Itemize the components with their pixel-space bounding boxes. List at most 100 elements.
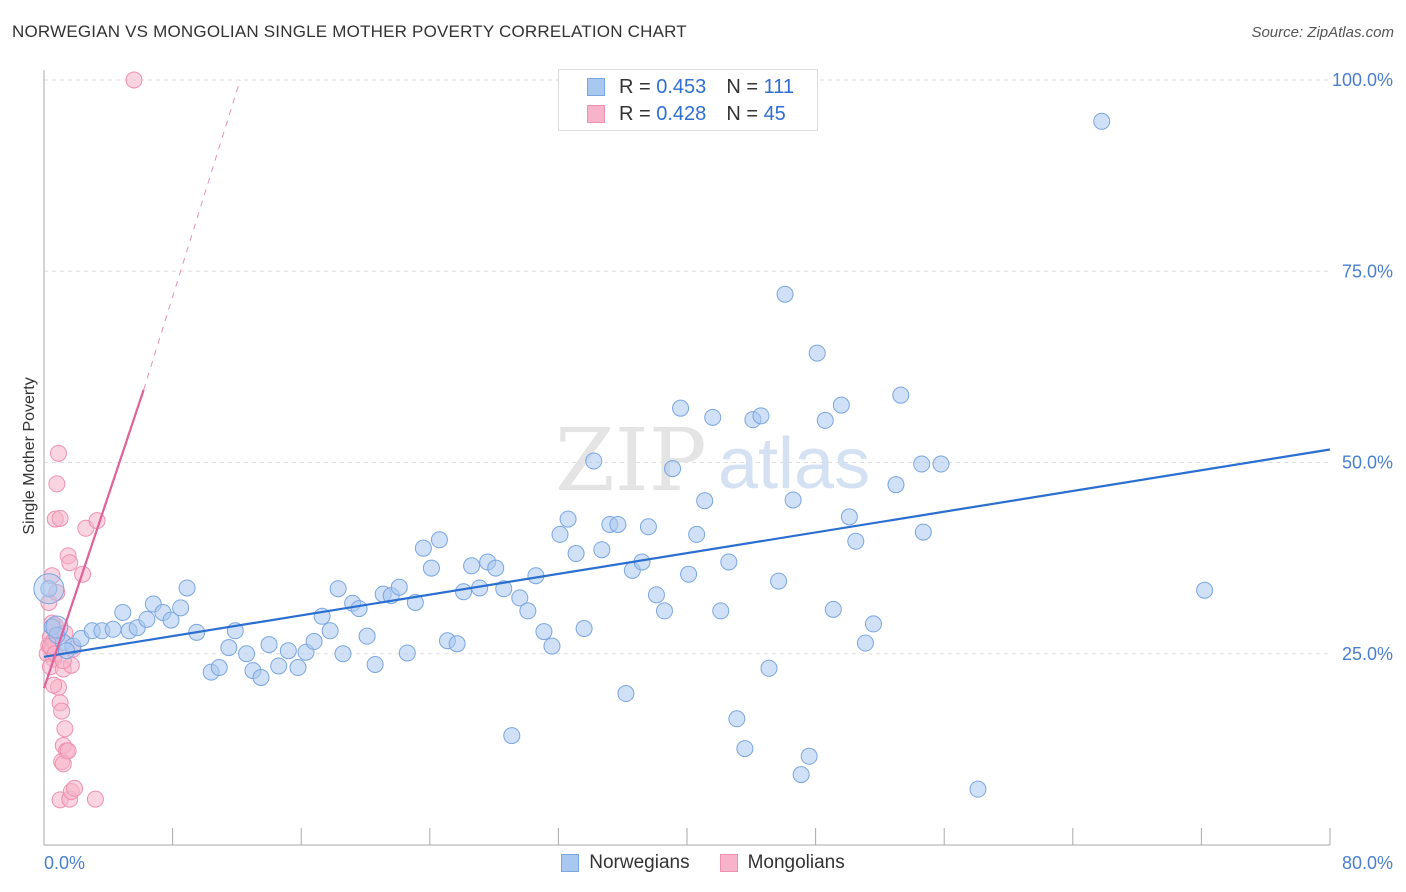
n-label: N = (726, 75, 758, 98)
x-tick-label: 80.0% (1342, 853, 1393, 873)
norwegians-point (932, 455, 950, 473)
norwegians-points (33, 112, 1214, 798)
norwegians-point (495, 580, 513, 598)
norwegians-point (655, 602, 673, 620)
norwegians-point (58, 642, 76, 660)
watermark-atlas: atlas (718, 424, 870, 504)
norwegians-point (559, 510, 577, 528)
norwegians-point (138, 610, 156, 628)
norwegians-point (567, 545, 585, 563)
norwegians-point (366, 655, 384, 673)
watermark-zip: ZIP (555, 411, 707, 511)
legend-item-mongolians[interactable]: Mongolians (719, 852, 845, 874)
norwegians-point (856, 634, 874, 652)
norwegians-point (260, 636, 278, 654)
norwegians-point (503, 727, 521, 745)
norwegians-point (832, 396, 850, 414)
n-value: 111 (763, 75, 794, 98)
norwegians-point (664, 460, 682, 478)
mongolians-point (56, 720, 74, 738)
norwegians-point (887, 476, 905, 494)
norwegians-point (279, 642, 297, 660)
norwegians-point (210, 659, 228, 677)
norwegians-point (892, 386, 910, 404)
legend-row-mongolians: R = 0.428 N = 45 (587, 102, 786, 126)
norwegians-point (289, 659, 307, 677)
legend-item-norwegians[interactable]: Norwegians (561, 852, 690, 874)
chart-title: NORWEGIAN VS MONGOLIAN SINGLE MOTHER POV… (12, 22, 687, 41)
norwegians-point (712, 602, 730, 620)
norwegians-point (800, 747, 818, 765)
norwegians-point (422, 559, 440, 577)
norwegians-point (305, 633, 323, 651)
watermark: ZIP atlas (555, 411, 870, 511)
norwegians-point (178, 579, 196, 597)
norwegians-point (575, 620, 593, 638)
norwegians-point (220, 639, 238, 657)
norwegians-point (519, 602, 537, 620)
norwegians-point (770, 572, 788, 590)
norwegians-swatch (587, 78, 605, 96)
y-tick-label: 50.0% (1342, 453, 1393, 473)
norwegians-point (609, 515, 627, 533)
norwegians-point (430, 531, 448, 549)
norwegians-point (358, 627, 376, 645)
norwegians-trendline (43, 448, 1331, 658)
norwegians-point (1093, 112, 1111, 130)
norwegians-point (551, 525, 569, 543)
norwegians-point (696, 492, 714, 510)
mongolians-swatch (719, 854, 738, 872)
norwegians-point (647, 586, 665, 604)
mongolians-point (48, 475, 66, 493)
tick-labels: 25.0% 50.0% 75.0% 100.0% 0.0% 80.0% (44, 70, 1393, 873)
mongolians-point (61, 554, 79, 572)
norwegians-point (398, 644, 416, 662)
norwegians-point (329, 580, 347, 598)
norwegians-point (390, 578, 408, 596)
norwegians-point (334, 645, 352, 663)
norwegians-point (535, 623, 553, 641)
norwegians-point (816, 411, 834, 429)
source-label: Source: ZipAtlas.com (1251, 24, 1394, 41)
n-label: N = (726, 102, 758, 125)
norwegians-point (639, 518, 657, 536)
mongolians-swatch (587, 105, 605, 123)
norwegians-point (728, 710, 746, 728)
r-label: R = (619, 75, 651, 98)
norwegians-point (784, 491, 802, 509)
mongolians-point (53, 702, 71, 720)
x-tick-label: 0.0% (44, 853, 85, 873)
norwegians-point (252, 668, 270, 686)
norwegians-point (688, 525, 706, 543)
norwegians-point (792, 766, 810, 784)
norwegians-point (321, 622, 339, 640)
norwegians-point (414, 539, 432, 557)
norwegians-point (840, 508, 858, 526)
norwegians-point (448, 635, 466, 653)
norwegians-point (33, 573, 65, 605)
legend-label-mongolians: Mongolians (747, 852, 845, 873)
norwegians-point (914, 523, 932, 541)
norwegians-point (593, 541, 611, 559)
norwegians-point (270, 657, 288, 675)
norwegians-point (463, 557, 481, 575)
mongolians-trendline (42, 389, 145, 689)
legend-row-norwegians: R = 0.453 N = 111 (587, 75, 794, 99)
norwegians-point (824, 600, 842, 618)
norwegians-point (808, 344, 826, 362)
r-value: 0.453 (656, 75, 707, 98)
y-tick-label: 75.0% (1342, 261, 1393, 281)
norwegians-point (752, 407, 770, 425)
norwegians-point (969, 780, 987, 798)
n-value: 45 (763, 102, 786, 125)
norwegians-point (114, 603, 132, 621)
mongolians-point (86, 790, 104, 808)
norwegians-point (617, 685, 635, 703)
y-axis-label: Single Mother Poverty (21, 377, 38, 534)
norwegians-point (585, 452, 603, 470)
norwegians-point (913, 455, 931, 473)
norwegians-point (350, 600, 368, 618)
r-label: R = (619, 102, 651, 125)
norwegians-point (672, 399, 690, 417)
